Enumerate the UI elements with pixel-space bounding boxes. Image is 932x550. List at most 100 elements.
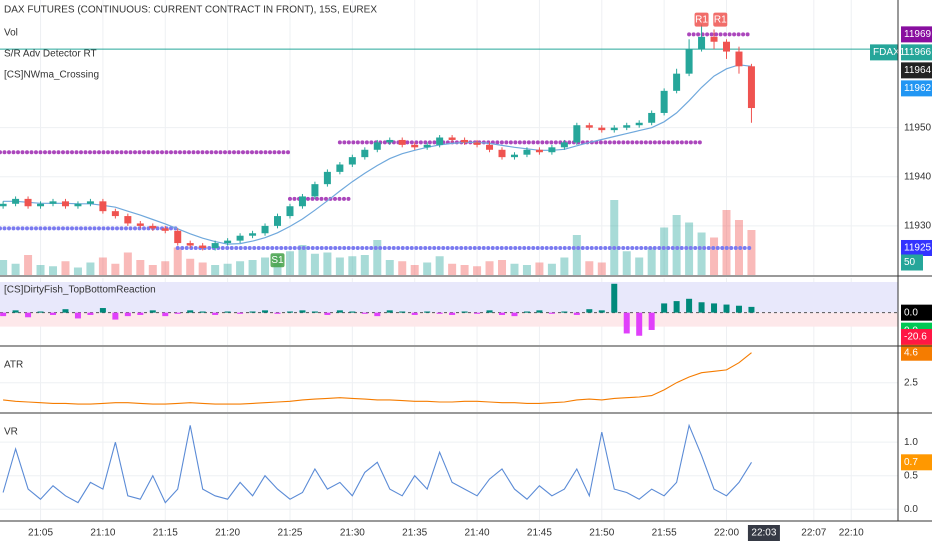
candle-body	[710, 36, 718, 42]
indicator-label: [CS]NWma_Crossing	[4, 70, 99, 81]
y-tick-label: 0.5	[904, 470, 918, 481]
volume-bar	[335, 257, 344, 275]
candle-body	[610, 127, 618, 131]
price-tag-label: 0.0	[904, 307, 918, 318]
histogram-bar	[548, 312, 555, 314]
histogram-bar	[12, 310, 19, 313]
candle-body	[12, 198, 20, 204]
candle-body	[37, 203, 45, 207]
volume-bar	[473, 266, 482, 275]
volume-bar	[485, 261, 494, 275]
histogram-bar	[137, 312, 144, 315]
histogram-bar	[461, 311, 468, 313]
volume-bar	[610, 200, 619, 275]
histogram-bar	[361, 312, 368, 314]
histogram-bar	[87, 312, 94, 315]
volume-bar	[498, 260, 507, 275]
histogram-bar	[711, 303, 718, 313]
volume-bar	[236, 261, 245, 275]
candle-body	[623, 125, 631, 128]
candle-body	[648, 112, 656, 123]
histogram-bar	[212, 312, 219, 315]
volume-bar	[186, 258, 195, 275]
price-tag-label: 11962.5	[904, 83, 932, 94]
histogram-bar	[199, 311, 206, 313]
volume-bar	[697, 232, 706, 275]
histogram-bar	[511, 312, 518, 317]
candle-body	[660, 90, 668, 113]
candle-body	[249, 233, 257, 236]
volume-bar	[73, 267, 82, 275]
candle-body	[473, 142, 481, 145]
x-tick-label: 21:25	[277, 528, 302, 539]
signal-marker-label: R1	[714, 14, 727, 25]
volume-bar	[61, 261, 70, 275]
histogram-bar	[661, 303, 668, 313]
candle-body	[298, 196, 306, 207]
histogram-bar	[573, 312, 580, 315]
volume-bar	[86, 262, 95, 275]
candle-body	[523, 149, 531, 155]
candle-body	[199, 245, 207, 248]
volume-bar	[49, 266, 58, 275]
candle-body	[747, 66, 755, 109]
candle-body	[348, 157, 356, 165]
volume-bar	[198, 262, 207, 275]
histogram-bar	[249, 311, 256, 313]
histogram-bar	[374, 312, 381, 317]
panel-title: [CS]DirtyFish_TopBottomReaction	[4, 285, 156, 296]
candle-body	[361, 149, 369, 158]
histogram-bar	[50, 312, 57, 315]
candle-body	[423, 144, 431, 148]
indicator-label: S/R Adv Detector RT	[4, 49, 97, 60]
histogram-bar	[523, 311, 530, 313]
volume-bar	[460, 265, 469, 275]
volume-bar	[36, 265, 45, 275]
candle-body	[99, 201, 107, 212]
y-tick-label: 11950.0	[904, 122, 932, 133]
price-tag-label: -20.6	[904, 332, 927, 343]
histogram-bar	[636, 312, 643, 336]
candle-body	[698, 36, 706, 50]
signal-marker-label: S1	[271, 255, 284, 266]
histogram-bar	[536, 310, 543, 313]
histogram-bar	[237, 312, 244, 314]
panel-title: ATR	[4, 360, 23, 371]
series-tag	[870, 44, 898, 61]
chart-title: DAX FUTURES (CONTINUOUS: CURRENT CONTRAC…	[4, 5, 377, 16]
price-tag-label: 11966.0	[904, 47, 932, 58]
histogram-bar	[299, 310, 306, 313]
signal-marker	[713, 12, 728, 27]
price-tag-label: 11969.0	[904, 29, 932, 40]
upper-band	[0, 282, 898, 313]
volume-bar	[647, 247, 656, 275]
volume-bar	[24, 255, 33, 275]
candle-body	[598, 127, 606, 131]
candle-body	[535, 149, 543, 153]
price-tag	[901, 239, 932, 256]
x-tick-label: 21:30	[340, 528, 365, 539]
candle-body	[560, 142, 568, 148]
volume-bar	[722, 210, 731, 275]
indicator-line	[2, 423, 752, 504]
volume-bar	[635, 257, 644, 275]
x-tick-label: 21:10	[90, 528, 115, 539]
candle-body	[149, 225, 157, 229]
price-tag	[901, 26, 932, 43]
histogram-bar	[449, 312, 456, 315]
volume-bar	[510, 263, 519, 275]
histogram-bar	[149, 310, 156, 313]
price-tag	[901, 304, 932, 321]
price-tag	[901, 344, 932, 361]
price-tag	[901, 454, 932, 471]
histogram-bar	[486, 310, 493, 313]
volume-bar	[373, 240, 382, 275]
x-tick-label: 22:10	[839, 528, 864, 539]
histogram-bar	[735, 305, 742, 313]
volume-bar	[285, 251, 294, 275]
candle-body	[236, 235, 244, 241]
indicator-label: Vol	[4, 28, 18, 39]
volume-bar	[136, 260, 145, 275]
volume-bar	[348, 256, 357, 275]
